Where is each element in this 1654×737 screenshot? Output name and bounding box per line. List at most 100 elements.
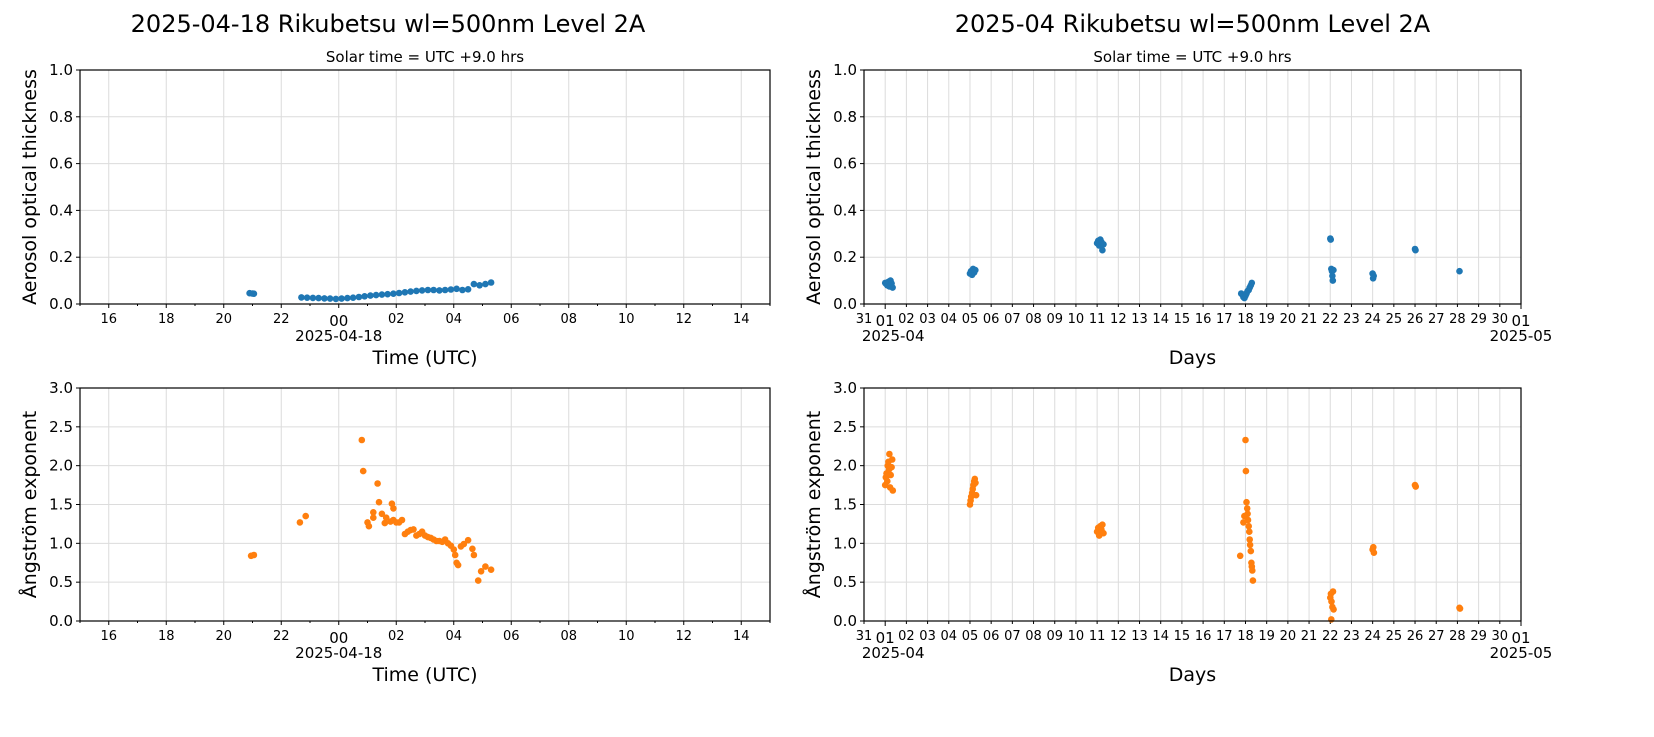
- x-tick-label: 02: [898, 629, 915, 644]
- x-tick-label: 02: [388, 629, 405, 644]
- x-tick-label: 08: [560, 312, 577, 327]
- x-tick-label: 27: [1428, 312, 1445, 327]
- data-point: [1330, 606, 1337, 613]
- y-tick-label: 1.5: [833, 496, 857, 514]
- data-point: [378, 291, 386, 298]
- x-tick-label: 29: [1470, 629, 1487, 644]
- data-point: [390, 505, 397, 512]
- data-point: [889, 487, 897, 494]
- x-tick-label: 20: [1280, 312, 1297, 327]
- x-tick-label: 05: [962, 312, 979, 327]
- data-point: [1245, 522, 1252, 530]
- data-point: [374, 480, 381, 487]
- data-point: [395, 289, 403, 297]
- x-tick-label: 18: [1237, 629, 1254, 644]
- data-point: [332, 295, 340, 303]
- x-tick-label: 02: [898, 312, 915, 327]
- data-point: [407, 288, 414, 295]
- data-point: [1244, 510, 1251, 518]
- x-tick-label: 14: [1152, 629, 1169, 644]
- data-point: [889, 284, 896, 291]
- x-tick-label: 03: [919, 629, 936, 644]
- x-tick-label: 29: [1470, 312, 1487, 327]
- y-tick-label: 1.0: [833, 61, 857, 79]
- data-point: [375, 498, 383, 506]
- data-point: [250, 290, 258, 298]
- y-tick-label: 0.6: [49, 155, 73, 173]
- x-tick-label: 01: [876, 629, 895, 647]
- x-tick-label: 09: [1046, 629, 1063, 644]
- x-tick-label: 05: [962, 629, 979, 644]
- x-tick-label: 22: [1322, 629, 1339, 644]
- data-point: [470, 280, 478, 288]
- data-point: [469, 545, 476, 553]
- y-tick-label: 0.2: [833, 248, 857, 266]
- x-tick-label: 16: [100, 629, 117, 644]
- y-tick-label: 0.2: [49, 248, 73, 266]
- data-point: [451, 551, 459, 559]
- data-point: [390, 290, 397, 298]
- x-tick-label: 24: [1364, 312, 1381, 327]
- x-tick-label: 14: [1152, 312, 1169, 327]
- y-tick-label: 2.0: [833, 457, 857, 475]
- x-tick-label: 20: [215, 312, 232, 327]
- data-point: [972, 266, 979, 274]
- x-tick-label: 18: [158, 312, 175, 327]
- y-tick-label: 0.4: [49, 201, 73, 219]
- data-point: [1243, 505, 1251, 512]
- x-tick-label: 23: [1343, 629, 1360, 644]
- x-tick-label: 12: [1110, 312, 1127, 327]
- data-point: [1412, 246, 1419, 254]
- data-point: [413, 287, 420, 295]
- data-point: [1100, 529, 1107, 537]
- x-tick-label: 18: [158, 629, 175, 644]
- x-tick-label: 12: [675, 312, 692, 327]
- data-point: [355, 293, 363, 301]
- data-point: [436, 287, 443, 294]
- x-tick-label: 30: [1492, 629, 1509, 644]
- x-axis-label: Days: [1169, 347, 1216, 369]
- aod-monthly-panel: 31 01 02 03 04 05 06 07 08 09 10 11 12 13 14 15 16 17 18 19…: [803, 10, 1552, 369]
- data-point: [1330, 266, 1337, 274]
- y-axis-label: Ångström exponent: [18, 411, 41, 599]
- x-tick-label: 24: [1364, 629, 1381, 644]
- x-tick-label: 10: [1068, 629, 1085, 644]
- y-tick-label: 0.0: [833, 612, 857, 630]
- x-tick-label: 06: [983, 629, 1000, 644]
- data-point: [1370, 272, 1377, 280]
- x-tick-label: 11: [1089, 629, 1106, 644]
- data-point: [1456, 267, 1463, 275]
- data-point: [384, 290, 391, 298]
- data-point: [453, 285, 460, 293]
- x-date-label-left: 2025-04: [862, 644, 925, 662]
- chart-title: 2025-04 Rikubetsu wl=500nm Level 2A: [955, 10, 1431, 38]
- data-point: [344, 294, 351, 302]
- data-point: [888, 463, 895, 471]
- data-point: [482, 563, 489, 570]
- data-point: [1329, 588, 1337, 595]
- data-point: [972, 491, 980, 499]
- x-tick-label: 00: [329, 312, 348, 330]
- x-axis-label: Days: [1169, 664, 1216, 686]
- data-point: [309, 294, 317, 302]
- data-point: [1243, 498, 1250, 506]
- data-point: [447, 286, 455, 293]
- angstrom-daily-panel: 16 18 20 22 00 02 04 06 08 10 12 14 2025-04-18 0.0 0.5…: [18, 379, 771, 686]
- data-point: [367, 292, 374, 299]
- data-point: [302, 512, 310, 520]
- y-tick-label: 0.5: [49, 573, 73, 591]
- y-tick-label: 0.0: [49, 612, 73, 630]
- y-axis-label: Aerosol optical thickness: [803, 69, 825, 305]
- x-tick-label: 04: [941, 629, 958, 644]
- x-tick-label: 13: [1131, 312, 1148, 327]
- data-point: [1236, 552, 1244, 560]
- data-point: [476, 282, 483, 289]
- data-point: [349, 294, 357, 302]
- x-tick-label: 14: [733, 629, 750, 644]
- data-point: [477, 568, 485, 575]
- x-tick-label: 04: [445, 312, 462, 327]
- plot-frame: [863, 387, 1522, 622]
- x-tick-label: 12: [1110, 629, 1127, 644]
- data-point: [381, 519, 389, 527]
- data-point: [298, 294, 305, 301]
